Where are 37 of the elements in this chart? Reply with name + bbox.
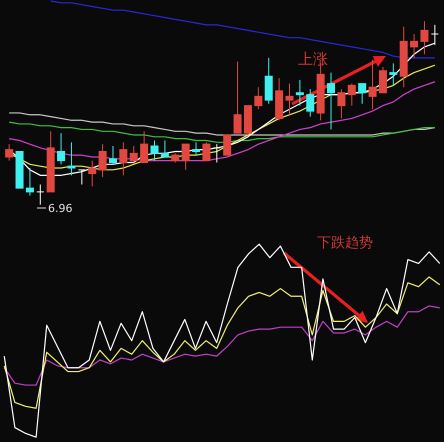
candlestick [212, 144, 221, 163]
candlestick [160, 140, 169, 158]
candlestick [264, 57, 273, 104]
candlestick [306, 88, 314, 118]
candlestick [192, 142, 200, 156]
candlestick [171, 152, 180, 163]
candlestick [119, 142, 128, 176]
candlestick [98, 144, 107, 178]
candlestick [358, 83, 366, 104]
candlestick [88, 160, 96, 187]
candlestick [130, 145, 138, 163]
candlestick [223, 134, 232, 156]
candlestick [182, 144, 190, 170]
candlestick [348, 83, 356, 106]
candlestick [337, 88, 346, 119]
candlestick [108, 145, 117, 165]
candlestick [26, 168, 34, 196]
candlestick [327, 72, 336, 130]
annotation: 下跌趋势 [317, 235, 373, 251]
candlestick [254, 86, 262, 110]
candlestick [150, 140, 159, 162]
candlestick [67, 142, 76, 176]
candlestick [57, 132, 66, 165]
candlestick [5, 144, 14, 162]
candlestick [378, 66, 387, 94]
candlestick [140, 130, 148, 163]
annotation: 上涨 [298, 50, 328, 68]
candlestick [296, 79, 304, 106]
candlestick [202, 142, 210, 162]
candlestick [420, 20, 428, 55]
candlestick [36, 184, 44, 206]
annotation: 6.96 [48, 202, 72, 215]
candlestick [368, 59, 377, 110]
candlestick [234, 61, 242, 134]
candlestick [389, 62, 398, 86]
candlestick [410, 34, 418, 58]
candlestick [285, 83, 294, 116]
